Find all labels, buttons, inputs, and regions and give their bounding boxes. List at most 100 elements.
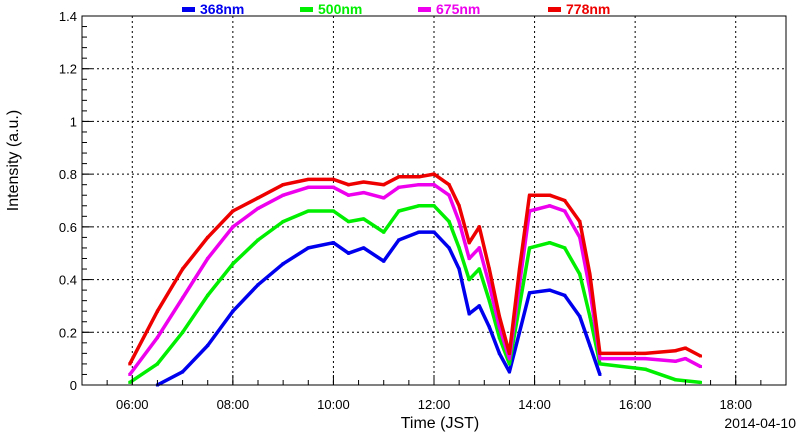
data-point (432, 230, 436, 234)
data-point (548, 193, 552, 197)
data-point (477, 246, 481, 250)
data-point (563, 246, 567, 250)
data-point (497, 325, 501, 329)
data-point (181, 330, 185, 334)
data-point (548, 241, 552, 245)
data-point (206, 235, 210, 239)
data-point (588, 272, 592, 276)
data-point (206, 256, 210, 260)
data-point (281, 220, 285, 224)
data-point (128, 362, 132, 366)
y-tick-label: 1 (70, 114, 77, 129)
data-point (683, 357, 687, 361)
data-point (306, 209, 310, 213)
series-line (128, 204, 701, 385)
data-point (699, 380, 703, 384)
data-point (206, 343, 210, 347)
data-point (331, 185, 335, 189)
legend-swatch (548, 7, 561, 12)
data-point (417, 230, 421, 234)
data-point (548, 204, 552, 208)
data-point (643, 351, 647, 355)
data-point (331, 209, 335, 213)
data-point (206, 293, 210, 297)
data-point (306, 177, 310, 181)
series-line (128, 182, 702, 376)
data-point (447, 183, 451, 187)
data-point (231, 209, 235, 213)
y-tick-label: 0 (70, 378, 77, 393)
x-tick-label: 06:00 (116, 397, 149, 412)
data-point (432, 172, 436, 176)
axis-layer: 0 0.2 0.4 0.6 0.8 1 1.2 1.4 06:00 08:00 10:00 12:00… (59, 9, 787, 412)
data-point (331, 177, 335, 181)
data-point (588, 314, 592, 318)
data-point (155, 336, 159, 340)
data-point (528, 209, 532, 213)
data-point (382, 259, 386, 263)
data-point (256, 206, 260, 210)
data-point (673, 359, 677, 363)
legend-swatch (182, 7, 195, 12)
data-point (306, 185, 310, 189)
legend-label: 675nm (436, 1, 480, 17)
data-point (362, 246, 366, 250)
data-point (517, 267, 521, 271)
data-point (578, 314, 582, 318)
data-point (699, 354, 703, 358)
data-point (281, 193, 285, 197)
series-778nm (128, 172, 703, 366)
data-point (507, 370, 511, 374)
data-point (362, 180, 366, 184)
y-tick-label: 0.4 (59, 273, 77, 288)
data-point (347, 193, 351, 197)
data-point (487, 267, 491, 271)
legend-label: 778nm (566, 1, 610, 17)
data-point (155, 309, 159, 313)
data-point (256, 196, 260, 200)
data-point (128, 372, 132, 376)
data-point (528, 246, 532, 250)
data-point (517, 283, 521, 287)
series-line (156, 230, 602, 387)
data-point (447, 220, 451, 224)
data-point (467, 278, 471, 282)
data-point (362, 191, 366, 195)
data-point (563, 199, 567, 202)
legend-swatch (300, 7, 313, 12)
data-layer (128, 172, 703, 387)
data-point (517, 304, 521, 308)
data-point (457, 246, 461, 250)
data-point (347, 251, 351, 255)
data-point (181, 370, 185, 374)
x-tick-label: 10:00 (317, 397, 350, 412)
data-point (447, 193, 451, 197)
series-368nm (155, 230, 602, 387)
data-point (155, 362, 159, 366)
data-point (507, 357, 511, 361)
data-point (181, 267, 185, 271)
data-point (507, 362, 511, 366)
data-point (673, 349, 677, 353)
data-point (347, 183, 351, 187)
data-point (598, 357, 602, 361)
data-point (382, 230, 386, 234)
y-axis-title: Intensity (a.u.) (5, 110, 22, 211)
data-point (447, 246, 451, 250)
series-675nm (128, 182, 703, 376)
y-tick-label: 1.2 (59, 62, 77, 77)
data-point (683, 346, 687, 350)
data-point (362, 217, 366, 221)
series-500nm (128, 204, 703, 385)
data-point (528, 193, 532, 197)
x-tick-label: 18:00 (719, 397, 752, 412)
data-point (306, 246, 310, 250)
data-point (563, 293, 567, 297)
data-point (578, 235, 582, 239)
data-point (528, 291, 532, 295)
data-point (181, 296, 185, 300)
y-tick-label: 0.8 (59, 167, 77, 182)
data-point (487, 283, 491, 287)
data-point (382, 183, 386, 187)
